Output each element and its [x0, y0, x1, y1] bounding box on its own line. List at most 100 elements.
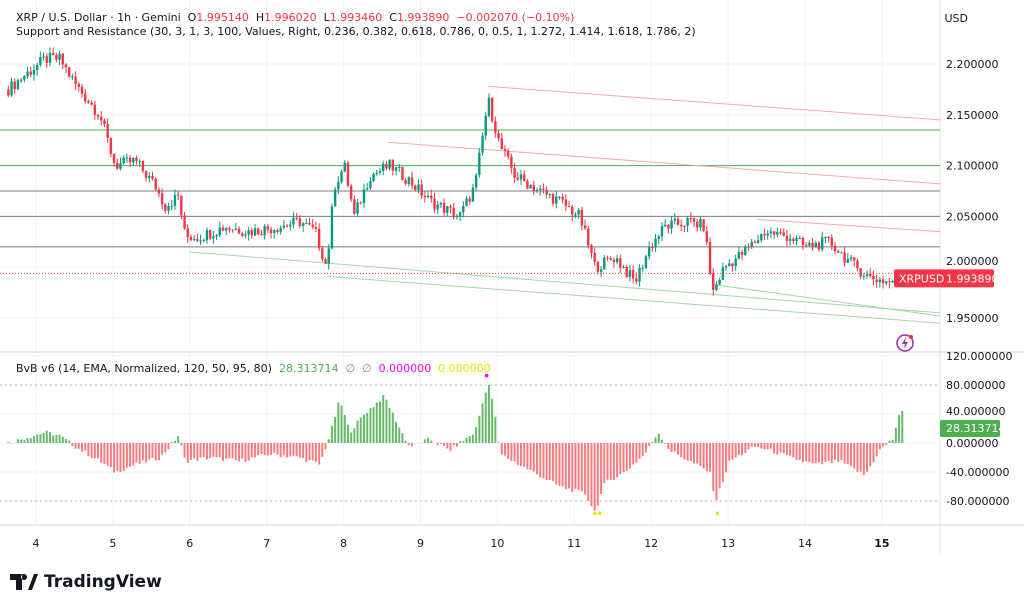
histogram-bar: [866, 443, 869, 472]
tradingview-logo[interactable]: TradingView: [10, 572, 162, 592]
candle: [426, 190, 430, 199]
histogram-bar: [811, 443, 814, 464]
candle-body: [103, 120, 106, 125]
candle-body: [100, 116, 103, 121]
candle-body: [798, 238, 801, 240]
candle-body: [282, 225, 286, 228]
candle: [273, 229, 276, 239]
histogram-bar: [580, 443, 583, 492]
candle: [686, 216, 689, 233]
candle: [708, 237, 712, 276]
candle: [196, 233, 199, 243]
candle: [122, 155, 125, 165]
candle: [622, 264, 625, 269]
candle: [372, 172, 375, 183]
currency-label[interactable]: USD: [944, 12, 968, 25]
histogram-bar: [318, 443, 321, 465]
histogram-bar: [372, 407, 375, 443]
histogram-bar: [657, 433, 660, 443]
candle-body: [212, 236, 215, 239]
candle-body: [276, 230, 279, 232]
price-tick-label: 2.200000: [946, 58, 999, 71]
candle: [353, 195, 356, 216]
candle: [481, 132, 484, 156]
symbol-title: XRP / U.S. Dollar · 1h · Gemini: [16, 11, 181, 24]
histogram-bar: [295, 443, 298, 457]
candle: [61, 53, 64, 70]
histogram-bar: [58, 434, 61, 443]
histogram-bar: [39, 434, 42, 443]
candle: [301, 221, 305, 232]
candle: [603, 254, 606, 270]
candle-body: [551, 194, 555, 204]
histogram-bar: [593, 443, 596, 511]
histogram-bar: [728, 443, 731, 461]
time-tick-label: 6: [186, 537, 193, 550]
candle-body: [596, 261, 600, 272]
candle-body: [196, 239, 199, 241]
candle: [558, 195, 561, 200]
candle: [824, 236, 827, 244]
candle: [430, 189, 433, 203]
histogram-bar: [731, 443, 734, 460]
candle-body: [64, 64, 68, 68]
candle: [417, 179, 420, 194]
histogram-bar: [795, 443, 798, 461]
histogram-bar: [346, 424, 349, 443]
candle: [391, 159, 395, 176]
candle-body: [266, 226, 270, 230]
candle-body: [647, 247, 651, 257]
histogram-bar: [228, 443, 231, 459]
candle: [804, 242, 808, 247]
candle: [667, 224, 670, 234]
candle-body: [824, 237, 827, 239]
candle-body: [465, 198, 468, 207]
candle-body: [474, 175, 478, 188]
open-value: 1.995140: [196, 11, 249, 24]
candle-body: [811, 242, 814, 248]
histogram-bar: [362, 414, 365, 443]
candle: [551, 192, 555, 207]
candle-body: [638, 267, 641, 282]
histogram-bar: [45, 430, 48, 443]
histogram-bar: [141, 443, 144, 461]
candle: [112, 153, 116, 167]
trend-line: [757, 218, 941, 233]
bvb-title: BvB v6 (14, EMA, Normalized, 120, 50, 95…: [16, 362, 272, 375]
candle: [144, 170, 148, 182]
bvb-indicator-legend[interactable]: BvB v6 (14, EMA, Normalized, 120, 50, 95…: [16, 362, 491, 375]
candle-body: [106, 124, 109, 138]
histogram-bar: [74, 443, 77, 449]
candle: [577, 208, 580, 219]
candle-body: [311, 224, 314, 227]
candle: [862, 273, 866, 280]
candle-body: [423, 195, 427, 198]
histogram-bar: [632, 443, 635, 465]
candle-body: [151, 176, 154, 179]
lightning-icon[interactable]: [896, 334, 914, 352]
candle: [728, 259, 731, 267]
candle-body: [7, 89, 10, 96]
candle-body: [532, 185, 535, 192]
time-tick-label: 4: [33, 537, 40, 550]
candle-body: [490, 97, 494, 122]
change-value: −0.002070 (−0.10%): [456, 11, 575, 24]
candle: [465, 195, 468, 207]
candle-body: [253, 228, 257, 236]
candle: [500, 132, 503, 150]
histogram-bar: [577, 443, 580, 490]
candle-body: [337, 181, 340, 190]
candle-body: [795, 238, 798, 242]
histogram-bar: [282, 443, 285, 456]
sr-indicator-legend[interactable]: Support and Resistance (30, 3, 1, 3, 100…: [16, 25, 696, 38]
histogram-bar: [644, 443, 647, 453]
histogram-bar: [590, 443, 593, 507]
candle-body: [26, 71, 29, 77]
candle: [522, 170, 526, 182]
candle: [148, 172, 151, 183]
candle-body: [295, 217, 298, 219]
candle: [228, 226, 231, 233]
candle: [176, 191, 180, 201]
candle-body: [612, 259, 616, 263]
